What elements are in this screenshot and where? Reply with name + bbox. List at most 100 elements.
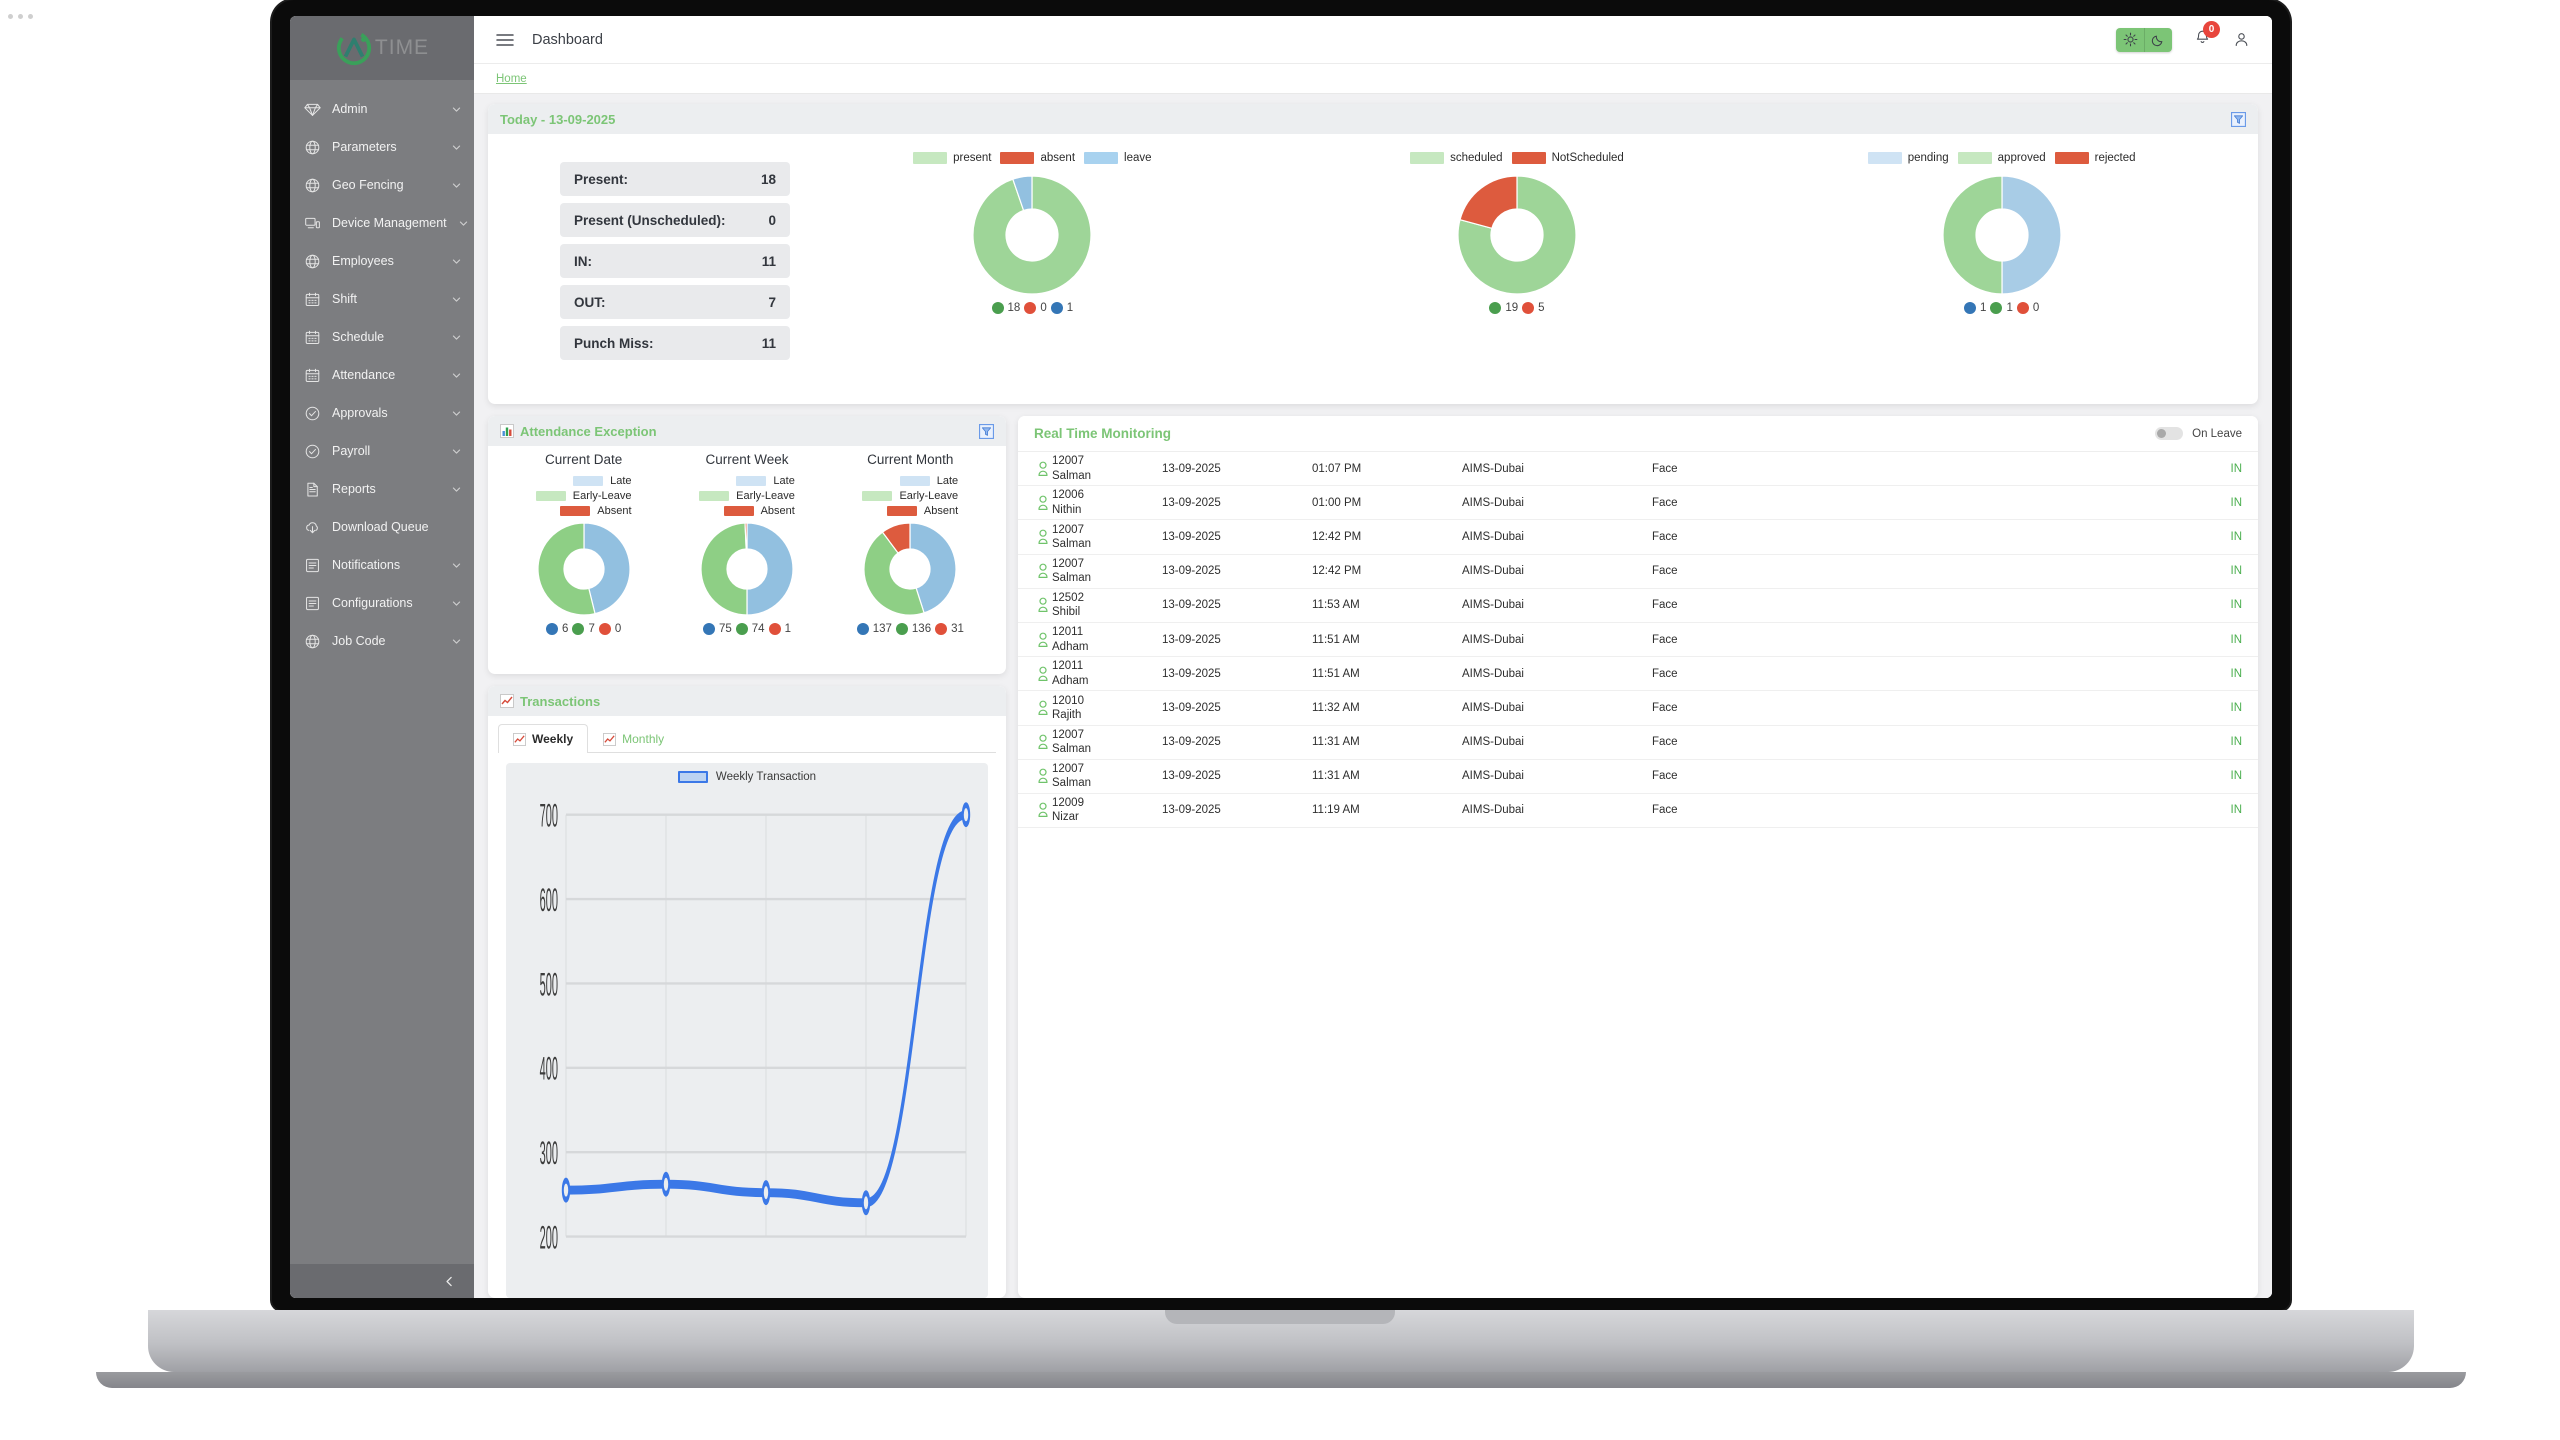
moon-icon	[2151, 35, 2163, 47]
legend-item: scheduled	[1410, 152, 1503, 164]
person-icon	[1038, 529, 1048, 544]
value-dot	[702, 623, 715, 635]
sidebar-item-device-management[interactable]: Device Management	[290, 204, 474, 242]
chart-value-item: 7	[572, 623, 595, 635]
table-row[interactable]: 12007 Salman 13-09-2025 11:31 AM AIMS-Dubai F…	[1018, 760, 2258, 794]
bar-chart-icon	[500, 424, 514, 438]
sidebar-collapse-button[interactable]	[290, 1264, 474, 1298]
stat-label: IN:	[574, 253, 592, 269]
sidebar-item-schedule[interactable]: Schedule	[290, 318, 474, 356]
transactions-tabs: Weekly Monthly	[498, 724, 996, 753]
sidebar-item-label: Employees	[332, 254, 394, 268]
sidebar-item-approvals[interactable]: Approvals	[290, 394, 474, 432]
today-card-body: Present: 18 Present (Unscheduled): 0 IN: 11 OU…	[488, 134, 2258, 404]
value-dot	[1522, 302, 1535, 314]
punch-time-cell: 11:53 AM	[1312, 599, 1360, 612]
punch-time-cell: 12:42 PM	[1312, 565, 1362, 578]
stat-value: 18	[760, 171, 776, 187]
dark-mode-button[interactable]	[2144, 27, 2172, 52]
legend-label: rejected	[2094, 152, 2136, 164]
chevron-down-icon	[452, 562, 461, 568]
breadcrumb-home-link[interactable]: Home	[496, 72, 527, 85]
employee-name: Salman	[1052, 777, 1091, 790]
value-number: 75	[718, 623, 732, 635]
line-chart-icon	[513, 732, 526, 746]
table-row[interactable]: 12006 Nithin 13-09-2025 01:00 PM AIMS-Dubai F…	[1018, 486, 2258, 521]
employee-id: 12007	[1052, 557, 1084, 570]
filter-icon[interactable]	[2231, 111, 2246, 127]
user-icon[interactable]	[2233, 31, 2250, 48]
sidebar-item-admin[interactable]: Admin	[290, 90, 474, 128]
employee-cell: 12502 Shibil	[1052, 591, 1162, 620]
sidebar-item-attendance[interactable]: Attendance	[290, 356, 474, 394]
legend-item: Late	[573, 475, 632, 487]
sidebar-item-parameters[interactable]: Parameters	[290, 128, 474, 166]
table-row[interactable]: 12502 Shibil 13-09-2025 11:53 AM AIMS-Dubai F…	[1018, 589, 2258, 623]
punch-time-cell: 11:31 AM	[1312, 770, 1360, 783]
calendar-icon	[305, 292, 320, 306]
table-row[interactable]: 12011 Adham 13-09-2025 11:51 AM AIMS-Dubai Fa…	[1018, 623, 2258, 658]
table-row[interactable]: 12007 Salman 13-09-2025 01:07 PM AIMS-Dubai F…	[1018, 452, 2258, 487]
chevron-down-icon	[452, 296, 461, 302]
today-card: Today - 13-09-2025 Present: 18 Present (Un…	[488, 104, 2258, 404]
sidebar-item-download-queue[interactable]: Download Queue	[290, 508, 474, 546]
transactions-tab-monthly[interactable]: Monthly	[588, 724, 679, 753]
location-cell: AIMS-Dubai	[1462, 565, 1524, 578]
page-title: Dashboard	[532, 31, 603, 48]
table-row[interactable]: 12009 Nizar 13-09-2025 11:19 AM AIMS-Dubai Fa…	[1018, 794, 2258, 829]
sidebar-item-configurations[interactable]: Configurations	[290, 584, 474, 622]
filter-icon[interactable]	[979, 423, 994, 439]
attendance-exception-block-title: Current Date	[545, 452, 623, 467]
document-icon	[307, 482, 318, 496]
table-row[interactable]: 12007 Salman 13-09-2025 12:42 PM AIMS-Dubai F…	[1018, 520, 2258, 555]
sun-icon	[2123, 32, 2137, 47]
sidebar-nav: Admin Parameters Geo Fencing Device Managem…	[290, 80, 474, 1264]
chart-value-item: 1	[1964, 302, 1986, 314]
donut-block: present absent leave 18 0 1	[897, 152, 1167, 314]
notifications-button[interactable]: 0	[2194, 20, 2220, 51]
sidebar-item-shift[interactable]: Shift	[290, 280, 474, 318]
svg-text:300: 300	[540, 1136, 558, 1172]
brand-logo[interactable]: TIME	[290, 16, 474, 80]
on-leave-toggle[interactable]	[2155, 427, 2184, 440]
sidebar-item-label: Download Queue	[332, 520, 429, 534]
punch-date-cell: 13-09-2025	[1162, 530, 1221, 543]
chart-value-item: 1	[1050, 302, 1073, 314]
line-chart-icon	[500, 694, 514, 708]
sidebar-item-notifications[interactable]: Notifications	[290, 546, 474, 584]
sidebar-item-geo-fencing[interactable]: Geo Fencing	[290, 166, 474, 204]
sidebar-item-employees[interactable]: Employees	[290, 242, 474, 280]
employee-id: 12007	[1052, 762, 1084, 775]
location-cell: AIMS-Dubai	[1462, 804, 1524, 817]
punch-time-cell: 11:19 AM	[1312, 804, 1360, 817]
punch-date-cell: 13-09-2025	[1162, 667, 1221, 680]
hamburger-icon[interactable]	[496, 33, 514, 47]
person-icon	[1038, 666, 1048, 681]
punch-direction-cell: IN	[2230, 496, 2243, 509]
light-mode-button[interactable]	[2116, 28, 2144, 52]
punch-date-cell: 13-09-2025	[1162, 496, 1221, 509]
value-dot	[735, 623, 748, 635]
sidebar-item-payroll[interactable]: Payroll	[290, 432, 474, 470]
sidebar-item-label: Notifications	[332, 558, 401, 572]
table-row[interactable]: 12007 Salman 13-09-2025 12:42 PM AIMS-Dubai F…	[1018, 555, 2258, 589]
table-row[interactable]: 12011 Adham 13-09-2025 11:51 AM AIMS-Dubai Fa…	[1018, 657, 2258, 692]
transactions-title: Transactions	[520, 693, 601, 709]
donut-slice	[881, 523, 911, 554]
transactions-tab-weekly[interactable]: Weekly	[498, 724, 589, 753]
donut-block: scheduled NotScheduled 19 5	[1382, 152, 1652, 314]
attendance-exception-block-title: Current Month	[867, 452, 954, 467]
table-row[interactable]: 12010 Rajith 13-09-2025 11:32 AM AIMS-Dubai F…	[1018, 691, 2258, 726]
punch-mode-cell: Face	[1652, 701, 1678, 714]
breadcrumb: Home	[474, 64, 2272, 94]
sidebar-item-reports[interactable]: Reports	[290, 470, 474, 508]
location-cell: AIMS-Dubai	[1462, 667, 1524, 680]
punch-time-cell: 01:07 PM	[1312, 462, 1362, 475]
legend-label: Late	[773, 475, 795, 487]
value-dot	[768, 623, 781, 635]
theme-toggle[interactable]	[2116, 27, 2172, 52]
table-row[interactable]: 12007 Salman 13-09-2025 11:31 AM AIMS-Dubai F…	[1018, 726, 2258, 760]
donut-chart	[700, 523, 793, 615]
sidebar-item-job-code[interactable]: Job Code	[290, 622, 474, 660]
legend-label: Absent	[597, 505, 632, 517]
